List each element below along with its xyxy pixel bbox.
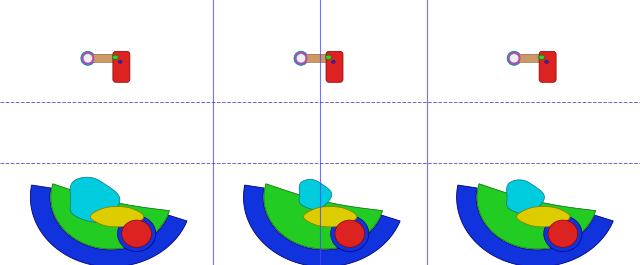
Polygon shape <box>243 185 400 265</box>
Ellipse shape <box>335 220 365 247</box>
Ellipse shape <box>539 55 545 60</box>
Ellipse shape <box>331 216 369 251</box>
Ellipse shape <box>544 216 582 251</box>
Ellipse shape <box>296 54 305 63</box>
Ellipse shape <box>548 220 578 247</box>
FancyBboxPatch shape <box>90 54 116 62</box>
Polygon shape <box>299 179 332 210</box>
Polygon shape <box>90 206 144 227</box>
Polygon shape <box>30 185 187 265</box>
Polygon shape <box>516 206 570 227</box>
Ellipse shape <box>118 216 156 251</box>
Polygon shape <box>264 184 383 249</box>
Ellipse shape <box>507 51 521 65</box>
Polygon shape <box>70 177 120 222</box>
Polygon shape <box>303 206 357 227</box>
Ellipse shape <box>545 60 548 63</box>
Ellipse shape <box>509 54 518 63</box>
Ellipse shape <box>326 55 332 60</box>
Ellipse shape <box>81 51 95 65</box>
Polygon shape <box>456 185 613 265</box>
Ellipse shape <box>122 220 152 247</box>
Ellipse shape <box>332 60 335 63</box>
FancyBboxPatch shape <box>516 54 542 62</box>
Ellipse shape <box>118 60 122 63</box>
Polygon shape <box>477 184 596 249</box>
Ellipse shape <box>83 54 92 63</box>
Polygon shape <box>507 180 545 214</box>
FancyBboxPatch shape <box>113 51 130 82</box>
Ellipse shape <box>294 51 308 65</box>
FancyBboxPatch shape <box>326 51 343 82</box>
Polygon shape <box>51 184 170 249</box>
FancyBboxPatch shape <box>303 54 329 62</box>
Ellipse shape <box>113 55 118 60</box>
FancyBboxPatch shape <box>539 51 556 82</box>
